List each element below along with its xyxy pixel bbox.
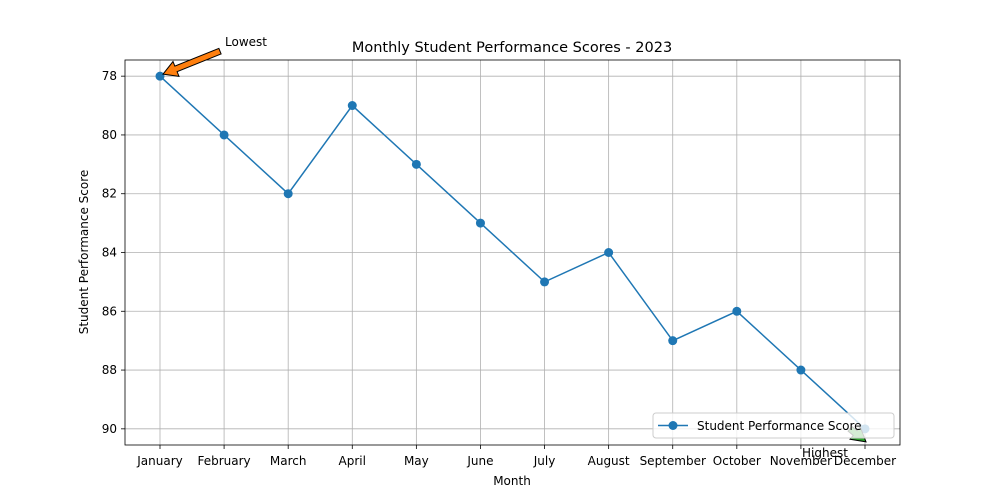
x-tick-label: April [339, 454, 366, 468]
data-point [411, 159, 421, 169]
x-tick-label: September [640, 454, 706, 468]
y-tick-label: 82 [102, 187, 117, 201]
x-axis-ticks: January February March April May June July Augu… [136, 445, 896, 468]
x-tick-label: June [466, 454, 493, 468]
legend-entry-label: Student Performance Score [697, 419, 862, 433]
x-tick-label: August [588, 454, 630, 468]
data-point [732, 306, 742, 316]
y-tick-label: 88 [102, 363, 117, 377]
annotations: Lowest Highest [162, 35, 867, 460]
data-point [475, 218, 485, 228]
x-tick-label: November [770, 454, 832, 468]
legend-box [652, 412, 895, 439]
lowest-arrow [162, 47, 222, 77]
data-point [283, 189, 293, 199]
legend: Student Performance Score [652, 412, 895, 439]
data-point [219, 130, 229, 140]
y-tick-label: 80 [102, 128, 117, 142]
x-tick-label: January [136, 454, 183, 468]
data-point [796, 365, 806, 375]
y-tick-label: 86 [102, 304, 117, 318]
series-line [159, 75, 866, 430]
x-axis-label: Month [493, 474, 531, 488]
annotation-highest: Highest [802, 446, 848, 460]
x-tick-label: July [533, 454, 556, 468]
grid [125, 60, 900, 445]
y-tick-label: 84 [102, 246, 117, 260]
chart-title: Monthly Student Performance Scores - 202… [352, 40, 672, 56]
x-tick-label: October [713, 454, 761, 468]
data-point [347, 101, 357, 111]
x-tick-label: May [404, 454, 429, 468]
data-point [540, 277, 550, 287]
y-axis-ticks: 78 80 82 84 86 88 90 [102, 69, 125, 436]
y-axis-label: Student Performance Score [77, 170, 91, 335]
annotation-lowest: Lowest [225, 35, 267, 49]
x-tick-label: March [270, 454, 307, 468]
x-tick-label: December [834, 454, 896, 468]
y-tick-label: 90 [102, 422, 117, 436]
data-point [604, 248, 614, 257]
x-tick-label: February [197, 454, 250, 468]
legend-marker-swatch [668, 421, 678, 430]
data-point [668, 336, 678, 346]
data-point [155, 71, 165, 81]
y-tick-label: 78 [102, 69, 117, 83]
